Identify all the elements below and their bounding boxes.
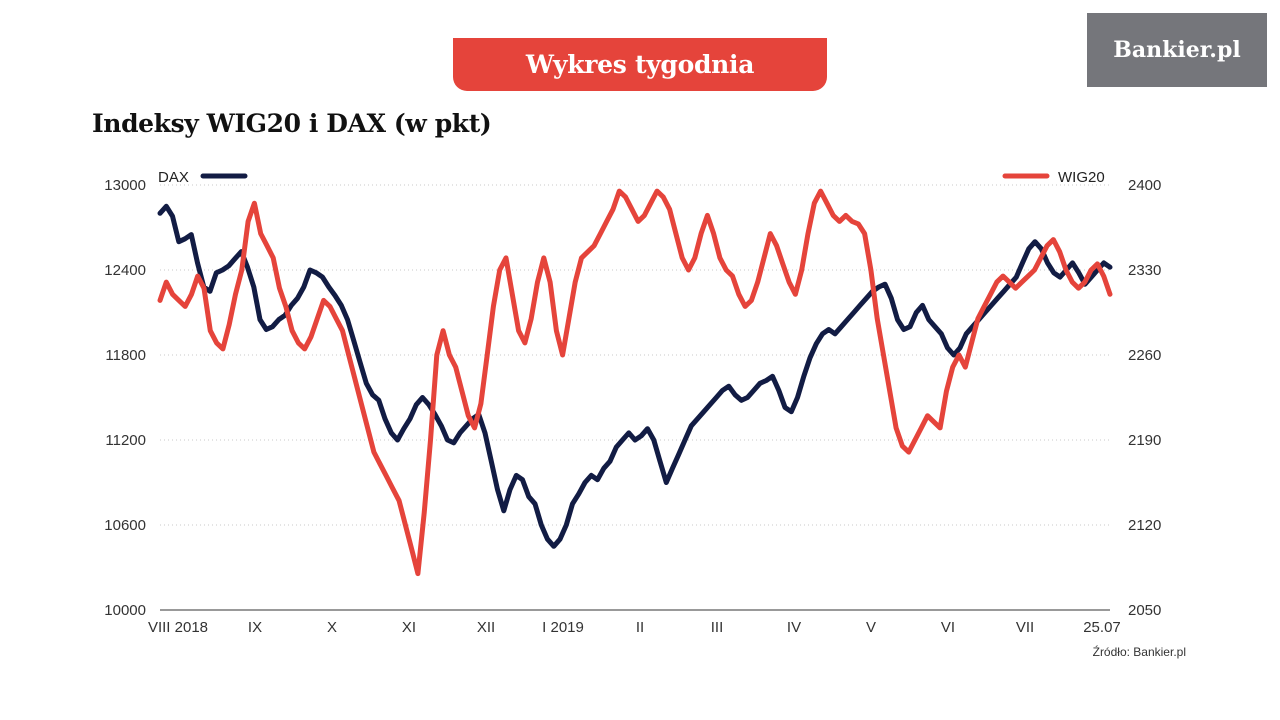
x-tick-label: 25.07	[1083, 619, 1121, 636]
axis-layer: 13000 12400 11800 11200 10600 10000 2400 2330 22…	[104, 177, 1161, 636]
x-tick-label: XI	[402, 619, 416, 636]
series-layer	[157, 188, 1113, 577]
y-left-tick-label: 10600	[104, 517, 146, 534]
header-banner: Wykres tygodnia	[453, 38, 827, 91]
y-left-tick-label: 13000	[104, 177, 146, 194]
y-right-tick-label: 2400	[1128, 177, 1161, 194]
x-tick-label: XII	[477, 619, 495, 636]
series-line-wig20	[157, 188, 1113, 577]
brand-logo-text: Bankier.pl	[1113, 37, 1241, 63]
chart-title: Indeksy WIG20 i DAX (w pkt)	[92, 109, 492, 138]
y-left-tick-label: 12400	[104, 262, 146, 279]
x-tick-label: VI	[941, 619, 955, 636]
x-tick-label: IV	[787, 619, 801, 636]
y-right-tick-label: 2120	[1128, 517, 1161, 534]
y-left-tick-label: 11200	[105, 432, 146, 449]
x-tick-label: VII	[1016, 619, 1034, 636]
banner-title: Wykres tygodnia	[525, 50, 755, 79]
y-right-tick-label: 2260	[1128, 347, 1161, 364]
y-left-tick-label: 11800	[105, 347, 146, 364]
x-tick-label: II	[636, 619, 644, 636]
legend-label-dax: DAX	[158, 169, 189, 186]
x-tick-label: III	[711, 619, 724, 636]
y-right-tick-label: 2330	[1128, 262, 1161, 279]
x-tick-label: V	[866, 619, 876, 636]
x-tick-label: IX	[248, 619, 262, 636]
x-tick-label: X	[327, 619, 337, 636]
legend-layer: DAX WIG20	[158, 169, 1105, 186]
y-right-tick-label: 2190	[1128, 432, 1161, 449]
x-tick-label: I 2019	[542, 619, 584, 636]
source-note: Źródło: Bankier.pl	[1092, 645, 1186, 659]
legend-label-wig20: WIG20	[1058, 169, 1105, 186]
x-tick-label: VIII 2018	[148, 619, 208, 636]
y-right-tick-label: 2050	[1128, 602, 1161, 619]
brand-logo: Bankier.pl	[1087, 13, 1267, 87]
series-line-dax	[157, 203, 1113, 549]
y-left-tick-label: 10000	[104, 602, 146, 619]
